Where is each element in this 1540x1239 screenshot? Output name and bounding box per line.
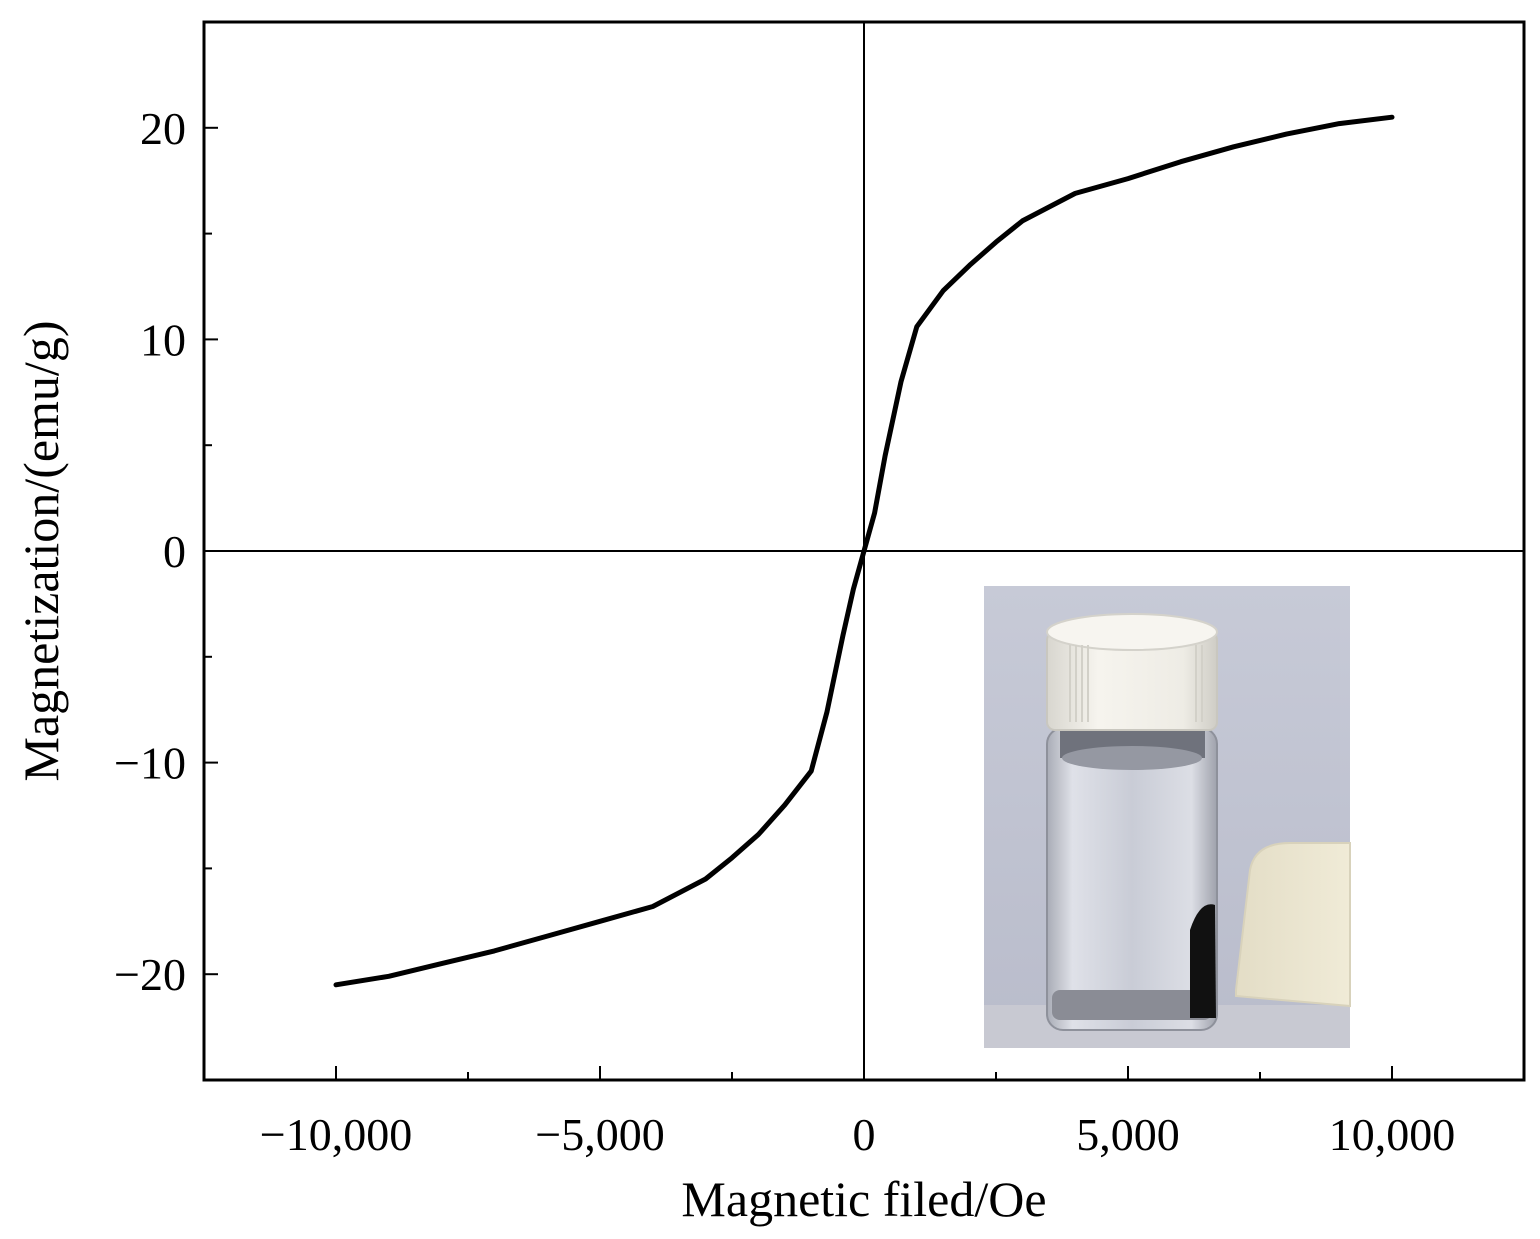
series-line [333, 114, 1395, 988]
x-tick-label: 10,000 [1329, 1109, 1456, 1160]
y-tick-label: 20 [140, 103, 186, 154]
y-tick-label: 10 [140, 314, 186, 365]
y-axis-title: Magnetization/(emu/g) [13, 321, 69, 782]
x-tick-label: −5,000 [535, 1109, 664, 1160]
x-tick-label: 0 [853, 1109, 876, 1160]
x-axis-title: Magnetic filed/Oe [681, 1171, 1046, 1227]
x-tick-label: 5,000 [1076, 1109, 1180, 1160]
vial-with-magnet-photo-icon [984, 586, 1351, 1048]
axis-tick-labels: −10,000 −5,000 0 5,000 10,000 −20 −10 0 10 20 [114, 103, 1455, 1160]
y-tick-label: 0 [163, 526, 186, 577]
axis-ticks [204, 126, 1393, 1080]
x-tick-label: −10,000 [260, 1109, 412, 1160]
y-tick-label: −10 [114, 738, 186, 789]
y-tick-label: −20 [114, 949, 186, 1000]
